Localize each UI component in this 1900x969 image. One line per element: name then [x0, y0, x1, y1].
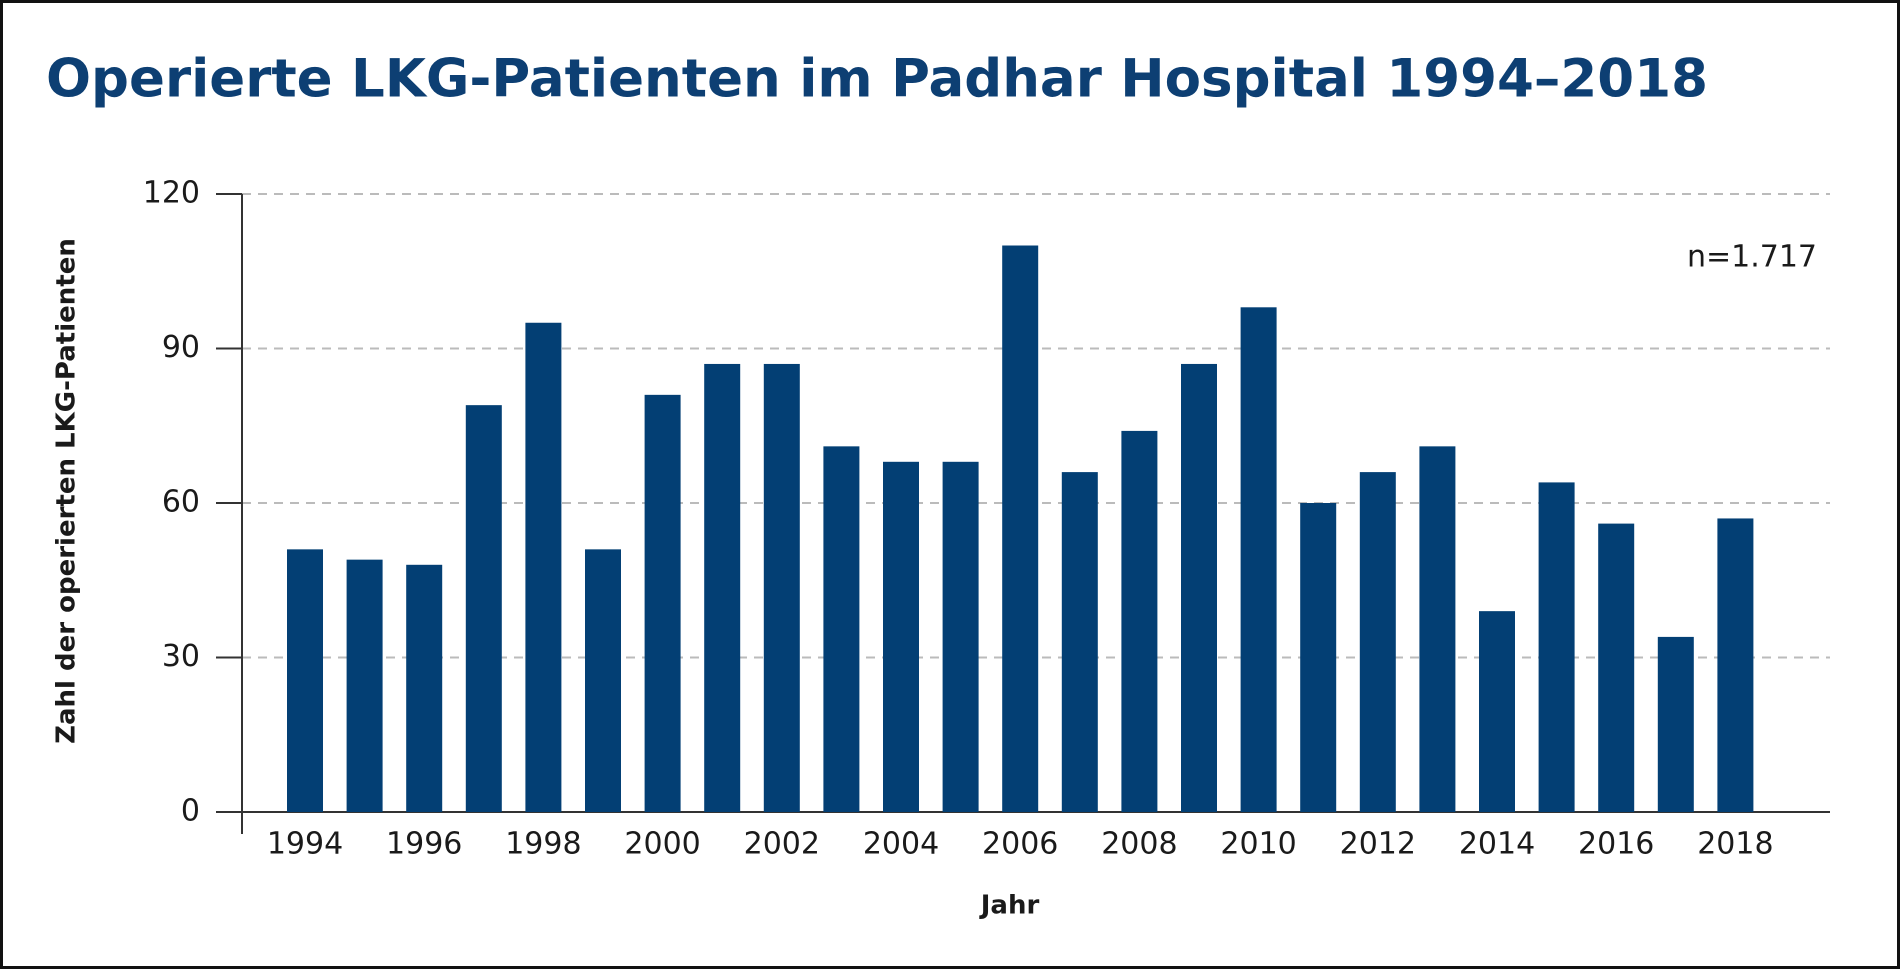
annotation: n=1.717	[1687, 240, 1817, 275]
y-tick-label: 120	[143, 176, 200, 211]
x-tick-label: 2016	[1578, 827, 1654, 862]
bar	[1300, 503, 1337, 812]
bar	[1717, 518, 1754, 812]
bar	[1359, 472, 1396, 812]
x-axis-label: Jahr	[979, 891, 1040, 921]
bar	[1479, 611, 1515, 812]
y-axis-label: Zahl der operierten LKG-Patienten	[52, 238, 82, 744]
bar	[585, 549, 621, 812]
x-tick-label: 2012	[1340, 827, 1416, 862]
bar	[763, 363, 800, 812]
bar	[406, 564, 443, 812]
bar	[1538, 482, 1575, 812]
bar	[1002, 245, 1039, 812]
y-tick-label: 30	[162, 639, 200, 674]
x-tick-label: 2002	[744, 827, 820, 862]
bar	[1240, 307, 1277, 812]
bar	[525, 322, 562, 812]
bar	[883, 461, 919, 812]
bar	[1598, 523, 1635, 812]
x-tick-label: 2008	[1101, 827, 1177, 862]
bar	[465, 405, 502, 812]
bar	[704, 363, 741, 812]
bar	[823, 446, 860, 812]
y-tick-label: 90	[162, 330, 200, 365]
bar	[1121, 430, 1158, 812]
x-tick-label: 1996	[386, 827, 462, 862]
x-tick-label: 2006	[982, 827, 1058, 862]
bar	[287, 549, 323, 812]
x-tick-label: 2010	[1220, 827, 1296, 862]
chart-title: Operierte LKG-Patienten im Padhar Hospit…	[46, 49, 1708, 110]
x-tick-label: 1998	[505, 827, 581, 862]
x-tick-label: 2000	[624, 827, 700, 862]
x-tick-label: 2018	[1697, 827, 1773, 862]
y-tick-label: 0	[181, 794, 200, 829]
bar	[1061, 472, 1098, 812]
bar	[1181, 363, 1217, 812]
bar	[1419, 446, 1456, 812]
x-tick-label: 2004	[863, 827, 939, 862]
x-tick-label: 1994	[267, 827, 343, 862]
bar	[644, 394, 681, 812]
bar	[346, 559, 383, 812]
bar	[942, 461, 979, 812]
y-tick-label: 60	[162, 485, 200, 520]
x-tick-label: 2014	[1459, 827, 1535, 862]
bar	[1657, 636, 1694, 812]
